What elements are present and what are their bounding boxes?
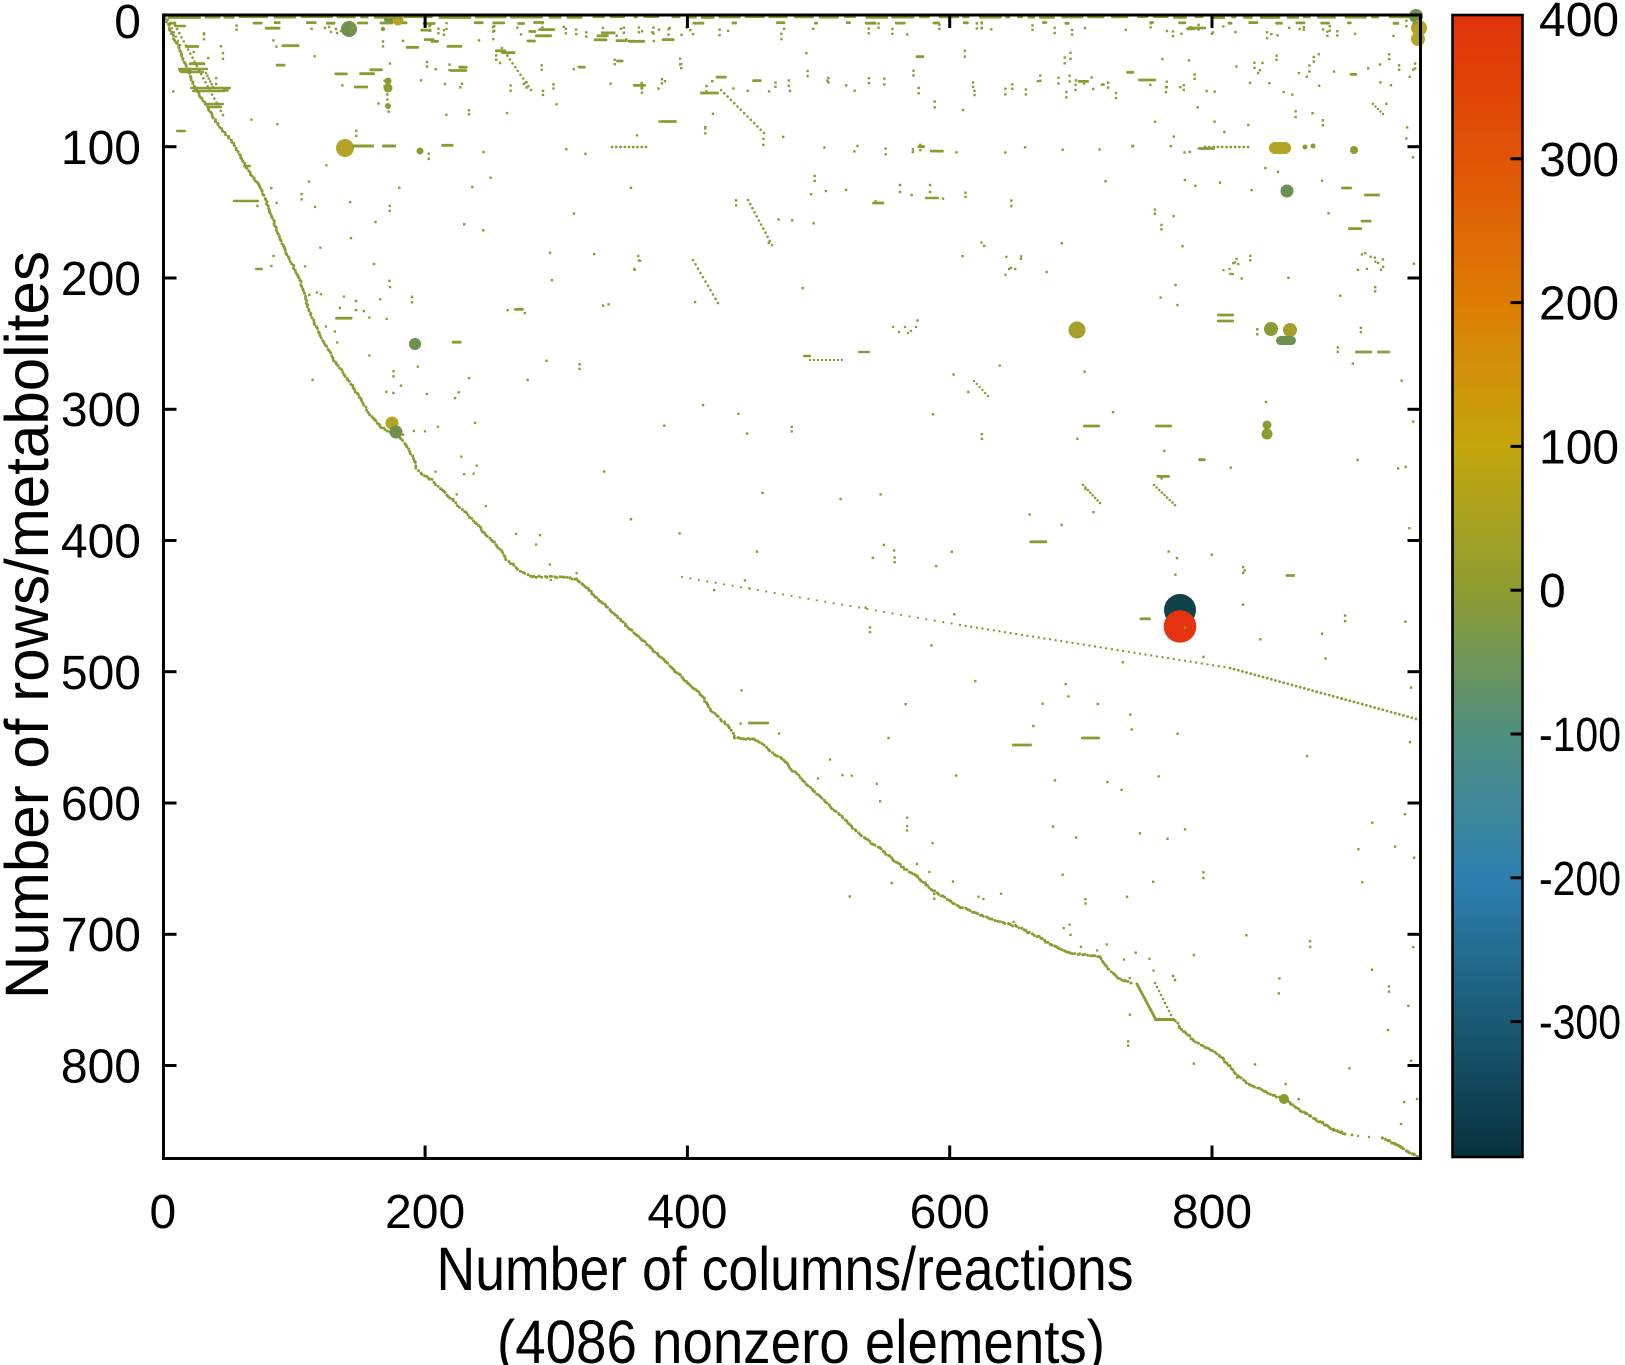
- svg-text:300: 300: [1539, 134, 1619, 187]
- svg-text:700: 700: [61, 909, 141, 962]
- svg-text:Number of columns/reactions: Number of columns/reactions: [437, 1235, 1134, 1303]
- svg-text:400: 400: [1539, 0, 1619, 47]
- svg-text:-100: -100: [1539, 709, 1621, 762]
- svg-text:600: 600: [910, 1186, 990, 1239]
- svg-text:100: 100: [61, 122, 141, 175]
- svg-text:0: 0: [149, 1186, 176, 1239]
- svg-text:200: 200: [385, 1186, 465, 1239]
- svg-text:800: 800: [61, 1041, 141, 1094]
- svg-text:600: 600: [61, 778, 141, 831]
- svg-text:(4086 nonzero elements): (4086 nonzero elements): [497, 1308, 1105, 1365]
- svg-text:200: 200: [1539, 278, 1619, 331]
- svg-text:300: 300: [61, 384, 141, 437]
- svg-text:500: 500: [61, 647, 141, 700]
- svg-text:-300: -300: [1539, 997, 1621, 1050]
- svg-text:0: 0: [1539, 565, 1566, 618]
- svg-text:0: 0: [114, 0, 141, 49]
- svg-text:200: 200: [61, 253, 141, 306]
- svg-text:800: 800: [1172, 1186, 1252, 1239]
- svg-text:400: 400: [61, 516, 141, 569]
- svg-text:400: 400: [647, 1186, 727, 1239]
- svg-text:-200: -200: [1539, 853, 1621, 906]
- svg-text:100: 100: [1539, 421, 1619, 474]
- svg-text:Number of rows/metabolites: Number of rows/metabolites: [0, 251, 61, 999]
